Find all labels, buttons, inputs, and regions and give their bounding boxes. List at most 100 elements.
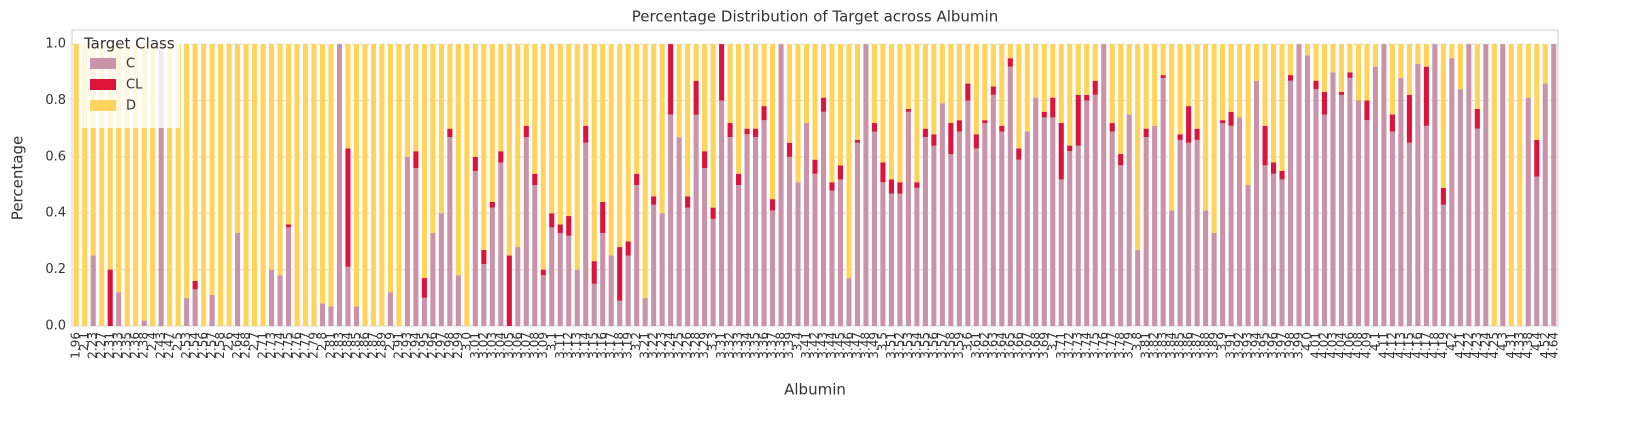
bar-segment (600, 201, 606, 233)
bar-segment (99, 44, 105, 326)
bar-segment (736, 44, 742, 174)
x-tick-label: 3.97 (1275, 332, 1289, 359)
bar-segment (1270, 162, 1277, 174)
bar-segment (1126, 44, 1132, 115)
bar-segment (888, 193, 894, 326)
bar-segment (540, 44, 546, 270)
bar-segment (413, 168, 419, 326)
bar-segment (693, 44, 699, 81)
bar-segment (1101, 44, 1107, 326)
x-tick-label: 3.07 (519, 332, 533, 359)
legend-label: CL (126, 78, 143, 93)
x-tick-label: 3.1 (544, 332, 558, 351)
y-tick-label: 1.0 (45, 37, 66, 52)
bar-segment (761, 106, 767, 121)
x-tick-label: 2.95 (417, 332, 431, 359)
bar-segment (90, 44, 96, 256)
x-tick-label: 1.96 (69, 332, 83, 359)
x-tick-label: 4.12 (1385, 332, 1399, 359)
bar-segment (1203, 210, 1209, 326)
x-tick-label: 3.16 (595, 332, 609, 359)
bar-segment (472, 44, 478, 157)
x-tick-label: 2.33 (111, 332, 125, 359)
y-axis-label: Percentage (9, 136, 27, 220)
x-tick-label: 2.75 (281, 332, 295, 359)
bar-segment (931, 145, 937, 326)
x-tick-label: 3.88 (1198, 332, 1212, 359)
bar-segment (1474, 44, 1480, 109)
x-tick-label: 3.13 (570, 332, 584, 359)
bar-segment (812, 173, 818, 326)
bar-segment (744, 134, 750, 326)
bar-segment (1143, 137, 1149, 326)
bar-segment (192, 280, 198, 290)
bar-segment (1355, 44, 1361, 101)
bar-segment (685, 207, 691, 326)
bar-segment (1457, 44, 1463, 90)
bar-segment (184, 297, 190, 326)
bar-segment (515, 247, 521, 326)
legend-title: Target Class (83, 35, 175, 53)
bar-segment (430, 44, 436, 233)
bar-segment (515, 44, 521, 248)
bar-segment (1279, 179, 1285, 326)
x-tick-label: 3.08 (527, 332, 541, 359)
x-tick-label: 3.72 (1062, 332, 1076, 359)
bar-segment (719, 44, 725, 101)
bar-segment (727, 123, 733, 138)
bar-segment (1058, 123, 1064, 180)
bar-segment (549, 213, 555, 228)
bar-segment (1228, 125, 1234, 326)
bar-segment (455, 275, 461, 326)
x-tick-label: 3.42 (808, 332, 822, 359)
bar-segment (421, 44, 427, 279)
bar-segment (532, 44, 538, 174)
bar-segment (430, 232, 436, 326)
x-tick-label: 3.22 (646, 332, 660, 359)
bar-segment (1338, 94, 1345, 326)
x-tick-label: 3.3 (706, 332, 720, 351)
bar-segment (803, 44, 810, 124)
x-tick-label: 4.19 (1436, 332, 1450, 359)
bar-segment (982, 44, 988, 121)
x-tick-label: 2.8 (315, 332, 329, 351)
bar-segment (880, 182, 886, 326)
bar-segment (285, 44, 292, 225)
x-tick-label: 3.92 (1232, 332, 1246, 359)
x-tick-label: 3.6 (960, 332, 974, 351)
bar-segment (583, 44, 589, 126)
x-tick-label: 4.64 (1546, 332, 1560, 359)
chart-title: Percentage Distribution of Target across… (632, 8, 998, 26)
bar-segment (820, 111, 827, 326)
x-tick-label: 2.89 (374, 332, 388, 359)
bar-segment (1135, 249, 1141, 326)
bar-segment (651, 196, 657, 205)
bar-segment (421, 278, 427, 298)
bar-segment (1338, 92, 1345, 95)
x-tick-label: 3.95 (1258, 332, 1272, 359)
bar-segment (753, 128, 759, 138)
bar-segment (235, 44, 241, 233)
bar-segment (625, 241, 631, 256)
bar-segment (914, 182, 920, 188)
bar-segment (566, 216, 572, 236)
x-tick-label: 2.76 (290, 332, 304, 359)
bar-segment (591, 44, 597, 262)
x-tick-label: 3.28 (689, 332, 703, 359)
bar-segment (319, 44, 326, 304)
bar-segment (1415, 63, 1421, 326)
bar-segment (1279, 44, 1285, 171)
bar-segment (1457, 89, 1463, 326)
x-tick-label: 2.38 (137, 332, 151, 359)
bar-segment (702, 44, 708, 152)
bar-segment (973, 148, 979, 326)
bar-segment (1287, 44, 1294, 76)
bar-segment (269, 44, 275, 270)
bar-segment (676, 137, 682, 326)
bar-segment (634, 44, 640, 174)
bar-segment (871, 131, 877, 326)
bar-segment (786, 44, 793, 143)
x-tick-label: 3.23 (655, 332, 669, 359)
bar-segment (829, 182, 835, 191)
x-tick-label: 4.02 (1317, 332, 1331, 359)
